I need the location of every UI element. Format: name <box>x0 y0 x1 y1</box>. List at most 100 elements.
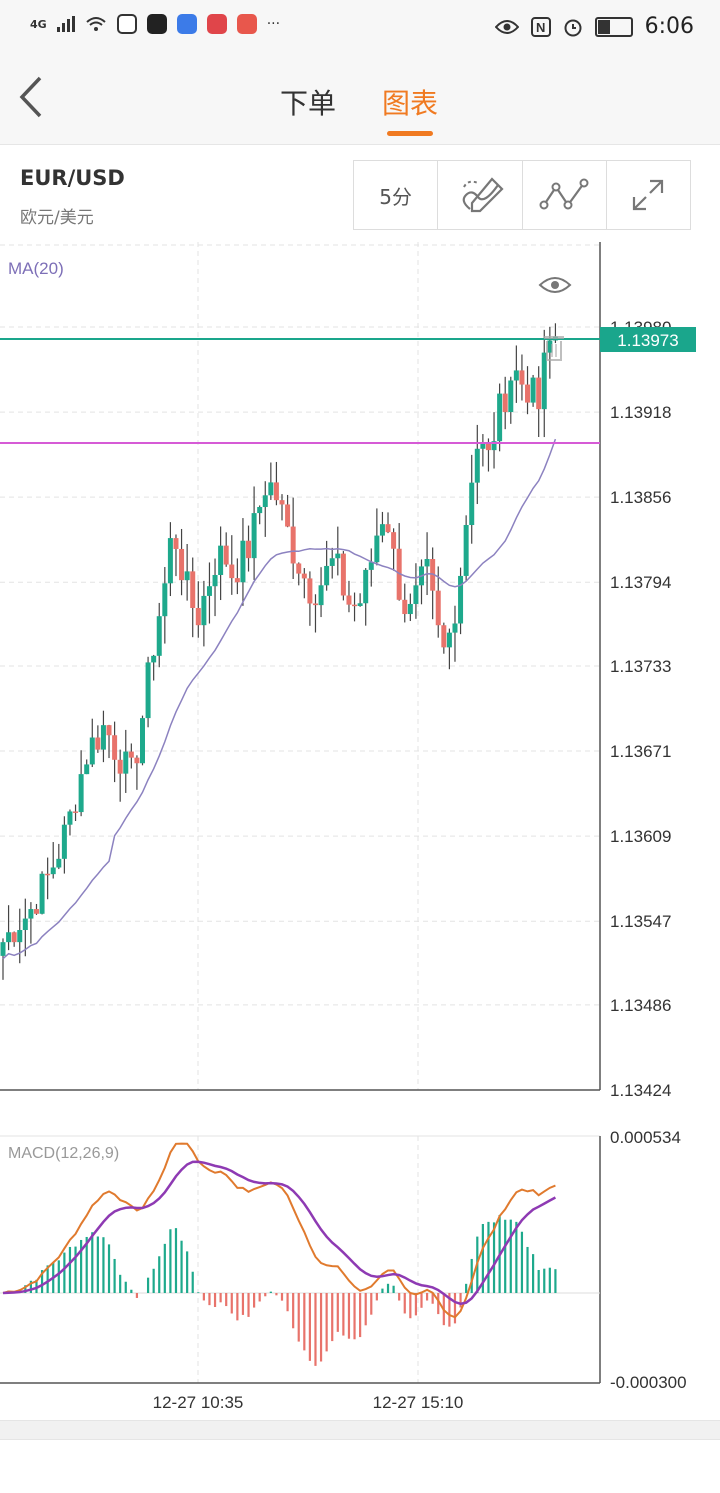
candle-body <box>307 578 313 604</box>
candle-body <box>335 553 341 559</box>
drawing-pen-icon <box>462 177 504 213</box>
candle-body <box>162 583 168 617</box>
candle-body <box>22 918 28 931</box>
candle-body <box>497 393 503 442</box>
fullscreen-icon <box>633 179 664 211</box>
candle-body <box>229 564 235 579</box>
candle-body <box>435 590 441 626</box>
browser-app-icon <box>176 14 197 34</box>
candle-body <box>45 873 51 876</box>
ma20-line <box>2 438 557 960</box>
candle-body <box>67 811 73 825</box>
candle-body <box>128 751 134 758</box>
candle-body <box>525 384 531 403</box>
price-chart[interactable]: 1.139801.139181.138561.137941.137331.136… <box>0 242 720 1420</box>
active-tab-indicator <box>387 131 433 136</box>
candle-body <box>28 909 34 919</box>
candle-body <box>519 370 525 385</box>
candle-body <box>502 393 508 413</box>
candle-body <box>73 811 79 813</box>
candle-body <box>268 482 274 496</box>
candle-body <box>469 482 475 526</box>
candle-body <box>385 524 391 533</box>
candle-body <box>33 909 39 914</box>
candle-body <box>195 607 201 626</box>
candle-body <box>407 603 413 615</box>
candle-body <box>379 524 385 536</box>
candle-body <box>536 377 542 410</box>
candle-body <box>340 553 346 596</box>
candle-body <box>106 725 112 736</box>
ma-indicator-label[interactable]: MA(20) <box>8 259 64 278</box>
candle-body <box>140 718 145 764</box>
candle-body <box>156 616 162 656</box>
candle-body <box>424 558 430 567</box>
chart-toolbar: 5分 <box>353 160 691 230</box>
candle-body <box>541 352 547 410</box>
price-tick-label: 1.13609 <box>610 827 671 846</box>
svg-text:N: N <box>536 20 545 35</box>
tiktok-icon <box>146 14 167 34</box>
candle-body <box>11 932 17 943</box>
candle-body <box>491 441 497 451</box>
candle-body <box>223 545 229 565</box>
candle-body <box>234 578 240 583</box>
candle-body <box>324 565 330 586</box>
candle-body <box>50 867 56 875</box>
candle-body <box>430 558 436 591</box>
candle-body <box>290 526 296 564</box>
candle-body <box>117 759 123 774</box>
time-label-2: 12-27 15:10 <box>373 1393 464 1412</box>
candle-body <box>89 737 95 765</box>
candle-body <box>251 513 257 559</box>
interval-button[interactable]: 5分 <box>354 161 439 229</box>
candle-body <box>312 603 318 606</box>
macd-top-label: 0.000534 <box>610 1128 681 1147</box>
status-right: N 6:06 <box>494 14 694 39</box>
macd-dif-line <box>2 1142 556 1319</box>
indicator-tool-button[interactable] <box>523 161 607 229</box>
drawing-tool-button[interactable] <box>438 161 523 229</box>
clock: 6:06 <box>644 14 694 39</box>
signal-icon <box>56 16 75 32</box>
candle-body <box>61 824 67 859</box>
candle-body <box>485 442 491 451</box>
candle-body <box>402 599 408 615</box>
reader-app-icon <box>206 14 227 34</box>
candle-body <box>513 370 519 381</box>
macd-dea-line <box>2 1160 557 1306</box>
tab-order[interactable]: 下单 <box>280 87 337 120</box>
candle-body <box>179 548 185 581</box>
candle-body <box>95 737 101 750</box>
current-price-tag <box>600 327 696 352</box>
back-button[interactable] <box>16 74 46 130</box>
candle-body <box>100 725 106 750</box>
eye-comfort-icon <box>494 19 519 34</box>
alarm-icon <box>564 19 582 36</box>
candle-body <box>508 380 514 413</box>
candle-body <box>530 377 536 403</box>
instrument-symbol: EUR/USD <box>20 166 125 190</box>
candle-body <box>257 507 263 514</box>
candle-body <box>39 873 45 914</box>
candle-body <box>184 571 190 581</box>
candle-body <box>329 558 335 566</box>
candle-body <box>167 538 173 584</box>
candle-body <box>262 495 268 508</box>
time-label-1: 12-27 10:35 <box>153 1393 244 1412</box>
candle-body <box>452 623 458 633</box>
candle-body <box>352 604 358 607</box>
price-tick-label: 1.13794 <box>610 573 671 592</box>
candle-body <box>190 571 196 608</box>
macd-indicator-label[interactable]: MACD(12,26,9) <box>8 1145 119 1162</box>
visibility-eye-icon[interactable] <box>538 277 572 293</box>
candle-body <box>17 930 23 943</box>
delete-line-icon[interactable] <box>544 336 564 361</box>
price-tick-label: 1.13733 <box>610 657 671 676</box>
network-type: 4G <box>30 17 47 31</box>
fullscreen-button[interactable] <box>607 161 690 229</box>
tab-chart[interactable]: 图表 <box>382 87 439 120</box>
finance-app-icon <box>236 14 257 34</box>
candle-body <box>6 932 12 943</box>
price-tick-label: 1.13424 <box>610 1081 671 1100</box>
